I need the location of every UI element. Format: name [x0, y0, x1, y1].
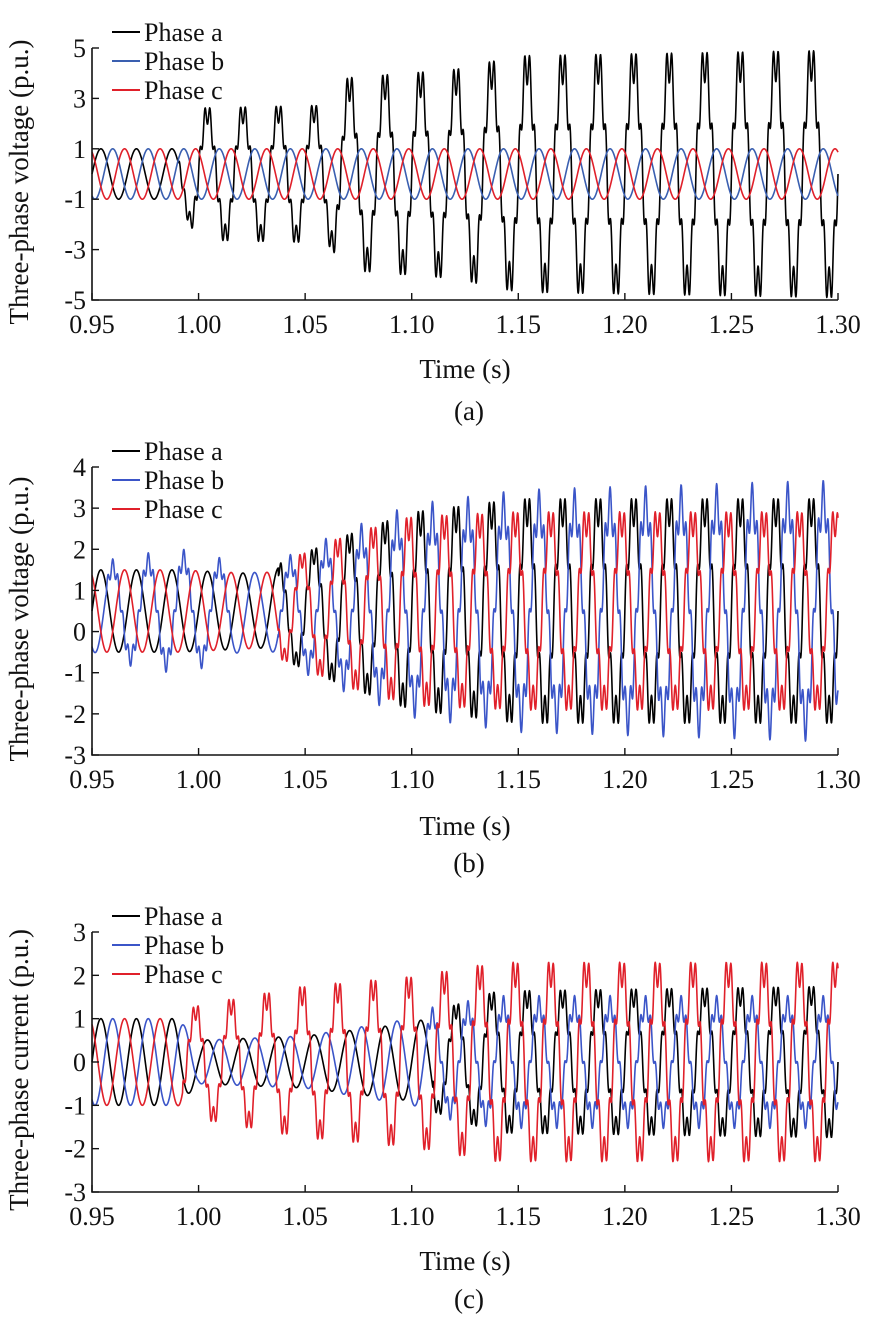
y-tick-label: -3: [64, 1178, 86, 1207]
x-tick-label: 1.30: [815, 310, 861, 339]
y-tick-label: 1: [73, 1005, 86, 1034]
legend-label: Phase a: [144, 902, 223, 931]
y-tick-label: 3: [73, 84, 86, 113]
y-tick-label: -1: [64, 659, 86, 688]
y-axis-label: Three-phase voltage (p.u.): [4, 477, 34, 762]
y-tick-label: 5: [73, 34, 86, 63]
x-tick-label: 1.00: [176, 310, 222, 339]
legend-label: Phase b: [144, 931, 224, 960]
series-line-phase-a: [91, 49, 839, 299]
series-line-phase-a: [91, 985, 839, 1139]
y-tick-label: -1: [64, 1091, 86, 1120]
x-tick-label: 1.00: [176, 765, 222, 794]
x-tick-label: 1.30: [815, 1202, 861, 1231]
series-line-phase-c: [91, 511, 839, 711]
x-tick-label: 1.30: [815, 765, 861, 794]
legend-label: Phase c: [144, 495, 223, 524]
x-tick-label: 1.25: [709, 310, 755, 339]
series-line-phase-a: [91, 498, 839, 724]
x-tick-label: 1.20: [602, 765, 648, 794]
y-tick-label: -1: [64, 185, 86, 214]
y-tick-label: 1: [73, 135, 86, 164]
y-tick-label: -3: [64, 741, 86, 770]
chart-panel-a: 0.95 1.00 1.05 1.10 1.15 1.20 1.25 1.30 5 3 1 -1 -3 -…: [4, 18, 861, 426]
y-tick-label: 3: [73, 494, 86, 523]
chart-panel-b: 0.95 1.00 1.05 1.10 1.15 1.20 1.25 1.30 4 3 2 1 0 -1 -…: [4, 437, 861, 878]
x-tick-label: 1.20: [602, 1202, 648, 1231]
y-tick-label: 0: [73, 1048, 86, 1077]
series-line-phase-b: [91, 148, 839, 200]
x-tick-label: 0.95: [69, 310, 115, 339]
x-tick-label: 1.25: [709, 1202, 755, 1231]
x-axis-label: Time (s): [419, 1246, 510, 1276]
y-tick-label: 2: [73, 535, 86, 564]
y-tick-label: -3: [64, 236, 86, 265]
x-tick-label: 1.05: [282, 765, 328, 794]
y-tick-label: 3: [73, 918, 86, 947]
legend-label: Phase b: [144, 466, 224, 495]
legend-label: Phase c: [144, 76, 223, 105]
legend-label: Phase a: [144, 437, 223, 466]
x-tick-label: 1.25: [709, 765, 755, 794]
x-tick-label: 0.95: [69, 1202, 115, 1231]
x-tick-label: 1.20: [602, 310, 648, 339]
y-tick-label: -2: [64, 1135, 86, 1164]
x-tick-label: 1.10: [389, 310, 435, 339]
x-tick-label: 1.05: [282, 1202, 328, 1231]
panel-caption: (b): [453, 848, 484, 878]
y-tick-label: -2: [64, 700, 86, 729]
series-line-phase-b: [91, 479, 839, 742]
y-axis-label: Three-phase voltage (p.u.): [4, 40, 34, 325]
series-line-phase-c: [91, 961, 839, 1163]
chart-panel-c: 0.95 1.00 1.05 1.10 1.15 1.20 1.25 1.30 3 2 1 0 -1 -2…: [4, 902, 861, 1314]
x-tick-label: 1.15: [496, 1202, 542, 1231]
y-tick-label: 0: [73, 618, 86, 647]
y-tick-label: 2: [73, 961, 86, 990]
y-tick-label: 1: [73, 576, 86, 605]
panel-caption: (c): [454, 1284, 484, 1314]
y-tick-label: -5: [64, 286, 86, 315]
y-tick-label: 4: [73, 453, 86, 482]
x-tick-label: 1.00: [176, 1202, 222, 1231]
legend-label: Phase c: [144, 960, 223, 989]
x-tick-label: 1.15: [496, 310, 542, 339]
x-tick-label: 1.10: [389, 1202, 435, 1231]
series-line-phase-c: [91, 148, 839, 200]
legend-label: Phase b: [144, 47, 224, 76]
x-tick-label: 1.05: [282, 310, 328, 339]
x-axis-label: Time (s): [419, 811, 510, 841]
panel-caption: (a): [454, 396, 484, 426]
x-axis-label: Time (s): [419, 354, 510, 384]
x-tick-label: 1.10: [389, 765, 435, 794]
x-tick-label: 1.15: [496, 765, 542, 794]
series-line-phase-b: [91, 994, 839, 1130]
legend-label: Phase a: [144, 18, 223, 47]
x-tick-label: 0.95: [69, 765, 115, 794]
y-axis-label: Three-phase current (p.u.): [4, 929, 34, 1211]
